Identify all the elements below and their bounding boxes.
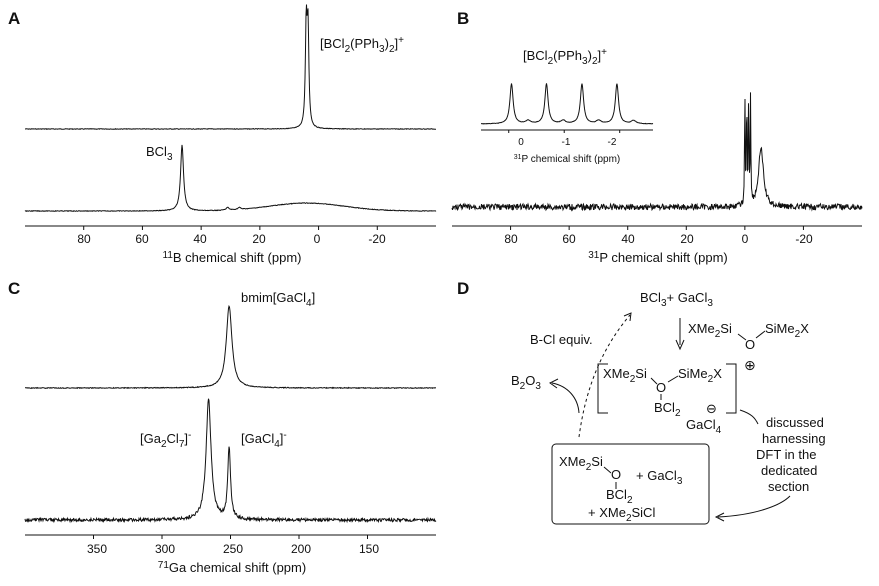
panel-d-letter: D [457,279,469,298]
panel-c-x-label: 71Ga chemical shift (ppm) [158,560,306,575]
panel-a-x-label: 11B chemical shift (ppm) [163,250,302,265]
panel-c-label-ga2cl7: [Ga2Cl7]- [140,430,191,450]
panel-b-tick-label: 60 [562,232,576,246]
scheme-int-left: XMe2Si [603,366,647,385]
arrow-down-head [675,339,685,351]
panel-a: A 80 60 40 20 0 -20 11B chemical shift (… [8,4,437,265]
scheme-int-bcl2: BCl2 [654,400,681,419]
panel-a-x-label-text: B chemical shift (ppm) [173,250,302,265]
product-box [551,443,710,525]
scheme-reactants: BCl3+ GaCl3 [640,290,713,309]
charge-minus: ⊖ [706,401,717,416]
note-connector [739,409,759,425]
panel-b: B 80 60 40 20 0 -20 31P chemical shift (… [451,9,863,265]
panel-a-ticks [83,226,378,230]
panel-c-tick-label: 350 [87,542,107,556]
scheme-product-left: XMe2Si [559,454,603,473]
panel-a-x-label-isotope: 11 [163,250,174,261]
panel-a-tick-label: 60 [135,232,149,246]
scheme-product-byproduct: + XMe2SiCl [588,505,655,524]
panel-a-label-cation: [BCl2(PPh3)2]+ [320,35,404,55]
panel-b-letter: B [457,9,469,28]
panel-c-tick-label: 250 [223,542,243,556]
panel-c-letter: C [8,279,20,298]
panel-b-inset-tick-label: -1 [562,137,571,148]
panel-b-spectrum [451,92,863,212]
panel-b-inset-x-label: 31P chemical shift (ppm) [514,154,621,165]
panel-b-tick-label: -20 [795,232,813,246]
scheme-int-right: SiMe2X [678,366,722,385]
panel-a-spectrum-top [25,4,436,131]
scheme-b2o3: B2O3 [511,373,541,392]
scheme-siloxane-right: SiMe2X [765,321,809,340]
scheme-product-bcl2: BCl2 [606,487,633,506]
panel-c-spectrum-top [25,304,436,390]
panel-b-inset-label: [BCl2(PPh3)2]+ [523,47,607,67]
scheme-bcl-equiv: B-Cl equiv. [530,332,593,347]
panel-a-label-bcl3: BCl3 [146,144,173,163]
note-line: harnessing [762,431,826,446]
panel-c-label-gacl4: [GaCl4]- [241,430,287,450]
note-arrow [717,495,791,518]
note-line: section [768,479,809,494]
panel-b-tick-label: 0 [742,232,749,246]
panel-a-tick-label: -20 [368,232,386,246]
int-bonds [650,375,679,385]
panel-a-tick-label: 0 [314,232,321,246]
b2o3-arrow [551,382,580,414]
b2o3-arrow-head [549,378,559,389]
bracket-left [597,363,608,414]
dashed-arrow [578,314,631,438]
scheme-anion: GaCl4 [686,417,722,436]
panel-c-label-bmim: bmim[GaCl4] [241,290,315,309]
product-bond [603,466,612,474]
siloxane-bonds [737,330,766,341]
panel-b-ticks [510,226,804,230]
panel-a-tick-label: 20 [252,232,266,246]
note-arrow-head [714,512,725,522]
bracket-right [726,363,737,414]
panel-a-letter: A [8,9,20,28]
panel-d: D BCl3+ GaCl3 XMe2Si O SiMe2X ⊕ XMe2Si O… [457,279,826,525]
panel-b-inset-tick-label: 0 [518,137,524,148]
scheme-note: discussed harnessing DFT in the dedicate… [756,415,826,494]
note-line: DFT in the [756,447,816,462]
scheme-siloxane-o: O [745,337,755,352]
charge-plus: ⊕ [744,357,756,373]
panel-c-ticks [93,535,368,539]
scheme-product-gacl3: + GaCl3 [636,468,683,487]
panel-a-tick-label: 40 [193,232,207,246]
panel-b-x-label: 31P chemical shift (ppm) [588,250,727,265]
scheme-product-o: O [611,467,621,482]
dashed-arrow-head [623,312,632,322]
panel-a-tick-label: 80 [77,232,91,246]
scheme-int-o: O [656,380,666,395]
panel-a-spectrum-bottom [24,144,437,213]
panel-b-tick-label: 80 [504,232,518,246]
panel-b-tick-label: 40 [621,232,635,246]
scheme-siloxane-left: XMe2Si [688,321,732,340]
panel-b-inset: [BCl2(PPh3)2]+ 0 -1 -2 31P chemical shif… [481,47,654,165]
panel-c-tick-label: 200 [291,542,311,556]
note-line: discussed [766,415,824,430]
panel-b-inset-spectrum [481,83,654,125]
panel-c-tick-label: 300 [155,542,175,556]
note-line: dedicated [761,463,817,478]
panel-c-tick-label: 150 [359,542,379,556]
panel-c: C 350 300 250 200 150 71Ga chemical shif… [8,279,437,575]
panel-b-inset-ticks [508,130,621,133]
panel-c-spectrum-bottom [24,398,437,524]
panel-b-inset-tick-label: -2 [608,137,617,148]
panel-b-tick-label: 20 [680,232,694,246]
